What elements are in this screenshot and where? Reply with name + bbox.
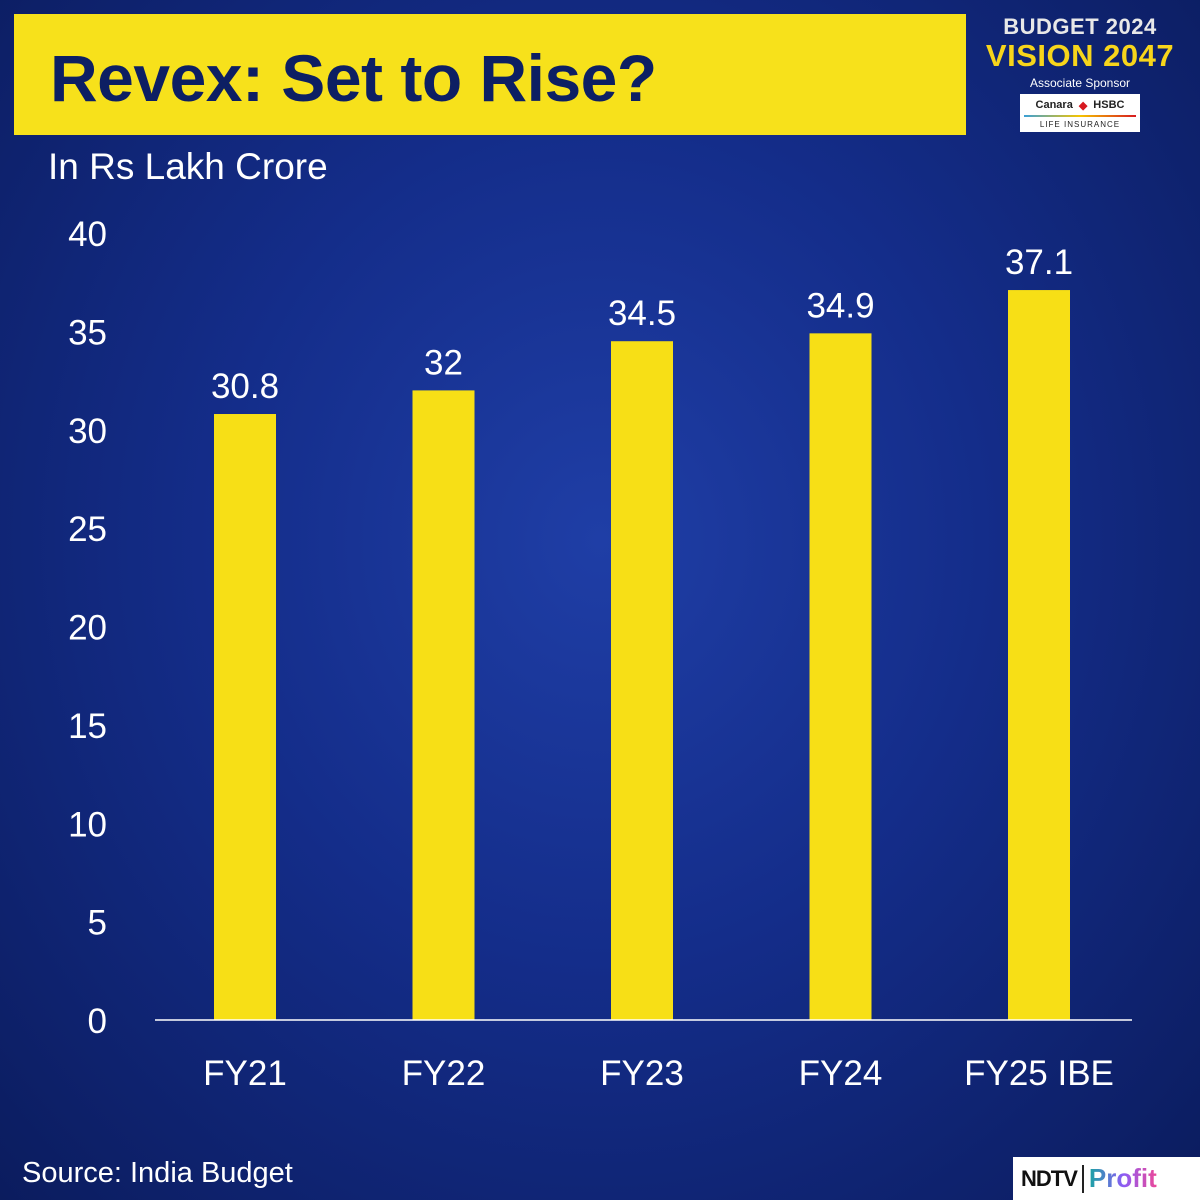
y-tick-label: 5 xyxy=(88,904,107,943)
sponsor-name2: HSBC xyxy=(1093,99,1125,111)
x-tick-label: FY24 xyxy=(799,1054,883,1093)
x-tick-label: FY25 IBE xyxy=(964,1054,1114,1093)
logo-profit: Profit xyxy=(1088,1163,1157,1193)
y-tick-label: 40 xyxy=(68,215,107,254)
y-tick-label: 20 xyxy=(68,609,107,648)
data-label: 30.8 xyxy=(211,367,279,406)
budget-vision-logo: BUDGET 2024 VISION 2047 Associate Sponso… xyxy=(975,14,1185,132)
y-axis-label: In Rs Lakh Crore xyxy=(48,146,328,187)
bar xyxy=(809,333,872,1020)
data-label: 34.9 xyxy=(806,286,874,325)
sponsor-logo: Canara ◆ HSBC LIFE INSURANCE xyxy=(1020,94,1140,132)
source-note: Source: India Budget xyxy=(22,1157,293,1189)
logo-line1: BUDGET 2024 xyxy=(1003,14,1157,39)
sponsor-divider xyxy=(1024,115,1136,117)
hsbc-hexagon-icon: ◆ xyxy=(1078,100,1088,112)
y-tick-label: 35 xyxy=(68,313,107,352)
sponsor-sub: LIFE INSURANCE xyxy=(1039,120,1121,129)
y-tick-label: 25 xyxy=(68,510,107,549)
sponsor-label: Associate Sponsor xyxy=(1029,76,1131,90)
x-tick-label: FY21 xyxy=(203,1054,287,1093)
y-tick-label: 10 xyxy=(68,805,107,844)
title-banner xyxy=(14,14,966,135)
bar xyxy=(412,390,475,1020)
x-tick-label: FY22 xyxy=(402,1054,486,1093)
bar xyxy=(214,414,276,1020)
sponsor-name1: Canara xyxy=(1035,99,1073,111)
logo-ndtv: NDTV xyxy=(1021,1165,1078,1191)
data-label: 37.1 xyxy=(1005,243,1073,282)
ndtv-profit-logo: NDTV Profit xyxy=(1013,1157,1200,1200)
logo-line2: VISION 2047 xyxy=(985,38,1175,73)
y-tick-label: 30 xyxy=(68,412,107,451)
y-tick-label: 0 xyxy=(88,1002,107,1041)
chart-title: Revex: Set to Rise? xyxy=(50,41,657,115)
bar xyxy=(611,341,673,1020)
data-label: 32 xyxy=(424,343,463,382)
bar xyxy=(1008,290,1070,1020)
logo-separator xyxy=(1081,1164,1084,1193)
data-label: 34.5 xyxy=(608,294,676,333)
y-tick-label: 15 xyxy=(68,707,107,746)
x-tick-label: FY23 xyxy=(600,1054,684,1093)
